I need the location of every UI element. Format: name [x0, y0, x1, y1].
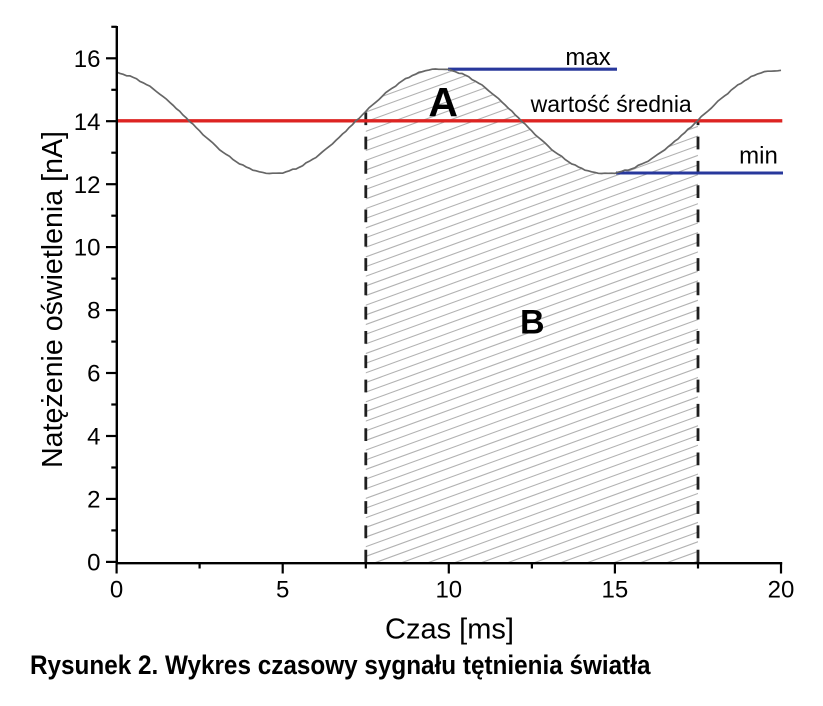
svg-text:max: max [565, 44, 610, 71]
svg-text:4: 4 [87, 424, 100, 451]
svg-text:14: 14 [74, 109, 101, 136]
svg-text:15: 15 [602, 577, 629, 604]
svg-text:wartość średnia: wartość średnia [530, 91, 692, 117]
svg-text:B: B [520, 304, 545, 342]
svg-text:12: 12 [74, 172, 101, 199]
svg-text:min: min [739, 142, 778, 169]
svg-text:5: 5 [276, 577, 289, 604]
svg-text:2: 2 [87, 487, 100, 514]
svg-text:16: 16 [74, 46, 101, 73]
svg-text:10: 10 [435, 577, 462, 604]
svg-text:Natężenie oświetlenia [nA]: Natężenie oświetlenia [nA] [37, 131, 69, 468]
svg-text:8: 8 [87, 298, 100, 325]
svg-text:6: 6 [87, 361, 100, 388]
svg-text:Rysunek 2. Wykres czasowy sygn: Rysunek 2. Wykres czasowy sygnału tętnie… [30, 651, 651, 680]
svg-text:0: 0 [110, 577, 123, 604]
svg-text:10: 10 [74, 235, 101, 262]
svg-text:A: A [428, 79, 458, 125]
svg-text:0: 0 [87, 550, 100, 577]
svg-text:Czas [ms]: Czas [ms] [385, 614, 514, 646]
svg-text:20: 20 [768, 577, 795, 604]
